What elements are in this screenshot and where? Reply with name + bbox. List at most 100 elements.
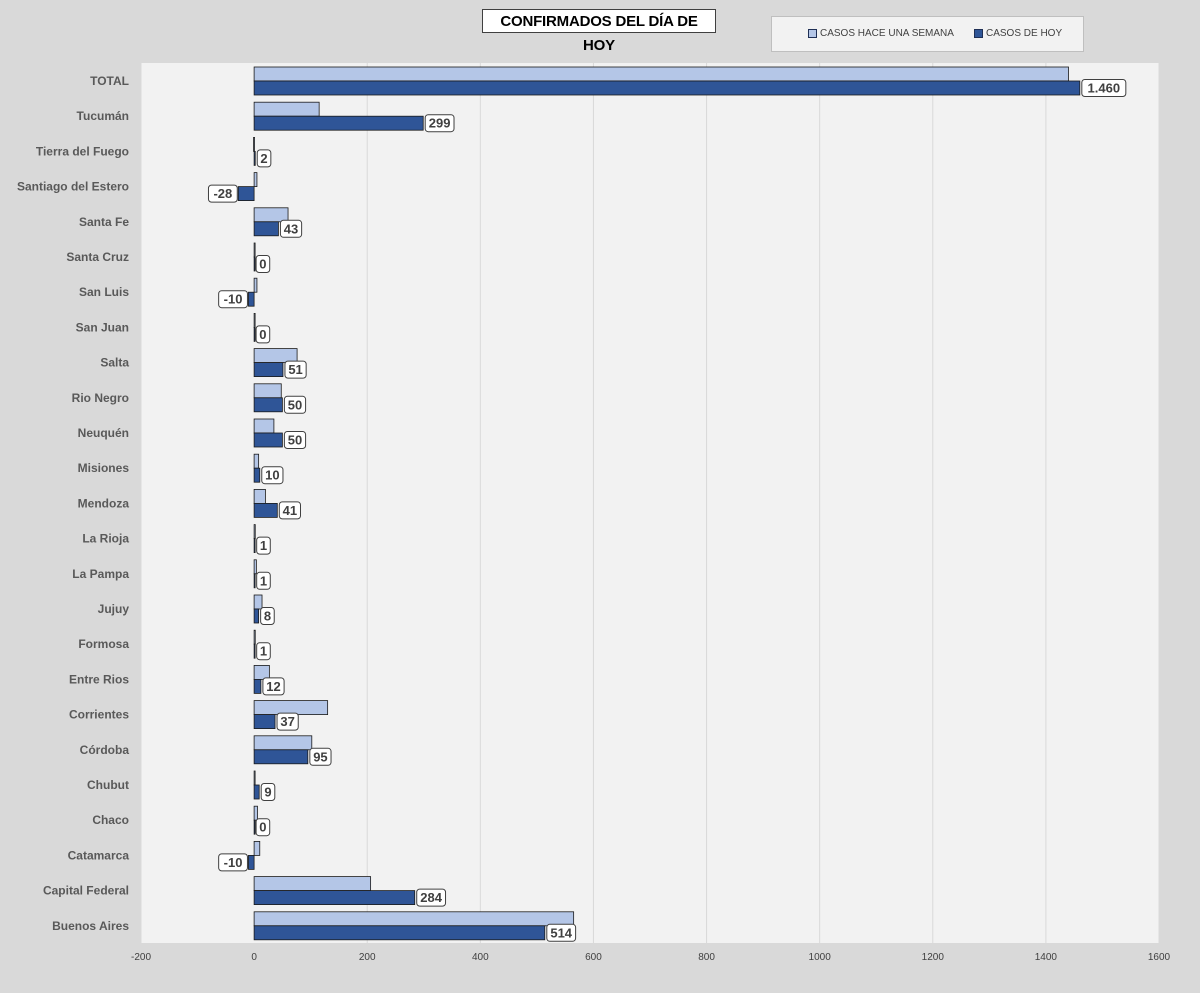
bar-week-ago: [253, 277, 258, 293]
category-label: Buenos Aires: [52, 919, 129, 933]
category-label: Chaco: [92, 813, 129, 827]
legend-swatch-week-ago: [808, 29, 817, 38]
bar-today: [253, 925, 546, 941]
bar-today: [253, 643, 256, 659]
legend-swatch-today: [974, 29, 983, 38]
data-label: 41: [278, 501, 301, 520]
data-label-text: 9: [264, 785, 271, 800]
data-label: 8: [260, 607, 275, 625]
category-label: Catamarca: [68, 848, 130, 862]
data-label: 10: [261, 466, 284, 485]
bar-today: [253, 749, 309, 765]
category-label: Jujuy: [98, 602, 130, 616]
bar-today: [253, 362, 284, 378]
bar-today: [253, 115, 424, 131]
data-label-box: [416, 888, 447, 907]
bar-week-ago: [253, 770, 256, 786]
bar-today: [253, 819, 256, 835]
data-label-box: [256, 149, 272, 168]
bar-week-ago: [253, 629, 256, 645]
data-label: 50: [283, 395, 307, 414]
data-label: -10: [218, 853, 248, 872]
bar-week-ago: [253, 66, 1069, 82]
category-label: Tierra del Fuego: [36, 144, 129, 158]
data-label: 1.460: [1081, 79, 1127, 97]
data-label: -10: [218, 290, 248, 309]
data-label-box: [309, 747, 332, 766]
bar-week-ago: [253, 665, 270, 680]
category-label: Rio Negro: [72, 391, 129, 405]
bar-week-ago: [253, 524, 256, 539]
x-tick-label: 400: [472, 952, 489, 963]
category-label: Entre Rios: [69, 672, 129, 686]
data-label-text: 50: [288, 397, 302, 412]
data-label: 51: [284, 360, 307, 379]
data-label-box: [283, 395, 307, 414]
x-tick-label: 1400: [1035, 952, 1058, 963]
bar-week-ago: [253, 488, 266, 504]
data-label-box: [255, 818, 271, 837]
data-label-text: 1: [260, 644, 267, 659]
data-label-text: 514: [550, 925, 572, 940]
data-label-box: [1081, 79, 1127, 97]
x-tick-label: 200: [359, 952, 376, 963]
data-label-text: 8: [264, 609, 271, 624]
bar-week-ago: [253, 207, 289, 223]
data-label-text: 299: [429, 116, 451, 131]
data-label-text: 43: [284, 221, 298, 236]
data-label-text: 0: [259, 257, 266, 272]
category-label: Chubut: [87, 778, 129, 792]
bar-today: [253, 256, 256, 272]
data-label-box: [262, 677, 285, 696]
bar-today: [248, 291, 255, 307]
bar-today: [253, 573, 256, 589]
data-label: 0: [255, 818, 271, 837]
data-label-text: 1: [260, 538, 267, 553]
bar-today: [237, 186, 255, 202]
data-label-text: 37: [280, 714, 294, 729]
data-label: 299: [424, 114, 455, 133]
data-label-text: 12: [266, 679, 280, 694]
data-label: 0: [255, 255, 271, 273]
category-label: Santiago del Estero: [17, 180, 129, 194]
bar-today: [253, 502, 278, 518]
data-label-box: [283, 431, 307, 449]
data-label-box: [256, 571, 271, 590]
data-label-box: [278, 501, 301, 520]
bar-week-ago: [253, 312, 256, 328]
bar-week-ago: [253, 101, 320, 117]
bar-today: [253, 714, 276, 729]
data-label: 95: [309, 747, 332, 766]
bar-today: [253, 80, 1081, 96]
bar-today: [253, 608, 260, 624]
data-label: 43: [279, 219, 303, 238]
bar-today: [253, 432, 283, 448]
data-label: -28: [207, 184, 238, 203]
bar-today: [253, 890, 416, 905]
category-label: Capital Federal: [43, 884, 129, 898]
bar-week-ago: [253, 559, 257, 575]
data-label-box: [261, 466, 284, 485]
chart-legend: CASOS HACE UNA SEMANA CASOS DE HOY: [771, 16, 1084, 52]
data-label-box: [255, 255, 271, 273]
data-label-text: 2: [260, 151, 267, 166]
chart-title: CONFIRMADOS DEL DÍA DE HOY: [482, 9, 716, 54]
category-label: TOTAL: [90, 74, 129, 88]
data-label: 12: [262, 677, 285, 696]
data-label-text: 1: [260, 573, 267, 588]
x-tick-label: 600: [585, 952, 602, 963]
data-label-text: 0: [259, 327, 266, 342]
legend-label-week-ago: CASOS HACE UNA SEMANA: [820, 28, 954, 39]
bar-week-ago: [253, 876, 372, 891]
bar-today: [253, 326, 256, 342]
x-tick-label: 1000: [809, 952, 832, 963]
category-label: Misiones: [78, 461, 130, 475]
data-label-text: 51: [288, 362, 302, 377]
bar-week-ago: [253, 242, 256, 258]
data-label-box: [218, 290, 248, 309]
x-tick-label: 800: [698, 952, 715, 963]
x-tick-label: 1600: [1148, 952, 1171, 963]
data-label: 284: [416, 888, 447, 907]
